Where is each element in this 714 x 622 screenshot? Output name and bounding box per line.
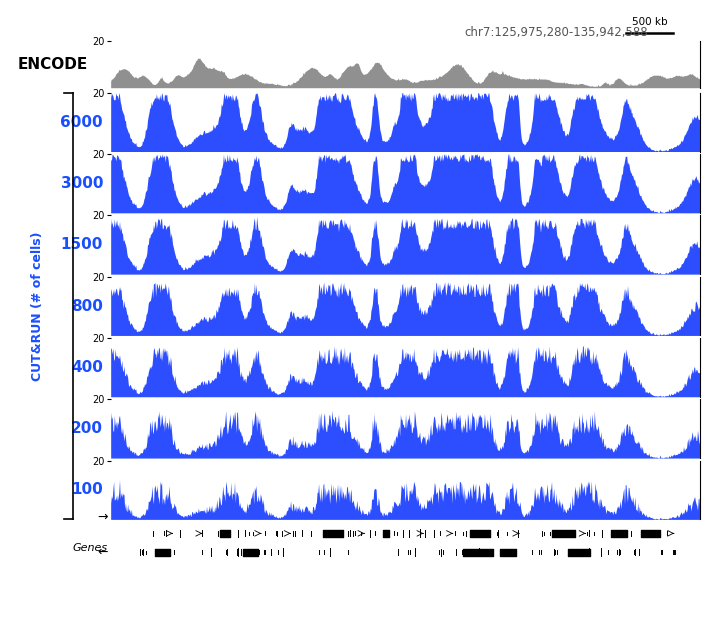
Text: 6000: 6000 [61,114,103,129]
Text: chr7:125,975,280-135,942,588: chr7:125,975,280-135,942,588 [464,26,648,39]
Text: 100: 100 [71,483,103,498]
Text: 800: 800 [71,299,103,313]
Text: ENCODE: ENCODE [18,57,88,72]
Text: →: → [97,511,108,524]
Text: 1500: 1500 [61,237,103,252]
Text: Genes: Genes [73,542,108,553]
Text: ←: ← [97,545,108,559]
Text: 500 kb: 500 kb [632,17,668,27]
Text: 200: 200 [71,421,103,436]
Text: 400: 400 [71,360,103,375]
Text: 3000: 3000 [61,176,103,191]
Text: CUT&RUN (# of cells): CUT&RUN (# of cells) [31,231,44,381]
